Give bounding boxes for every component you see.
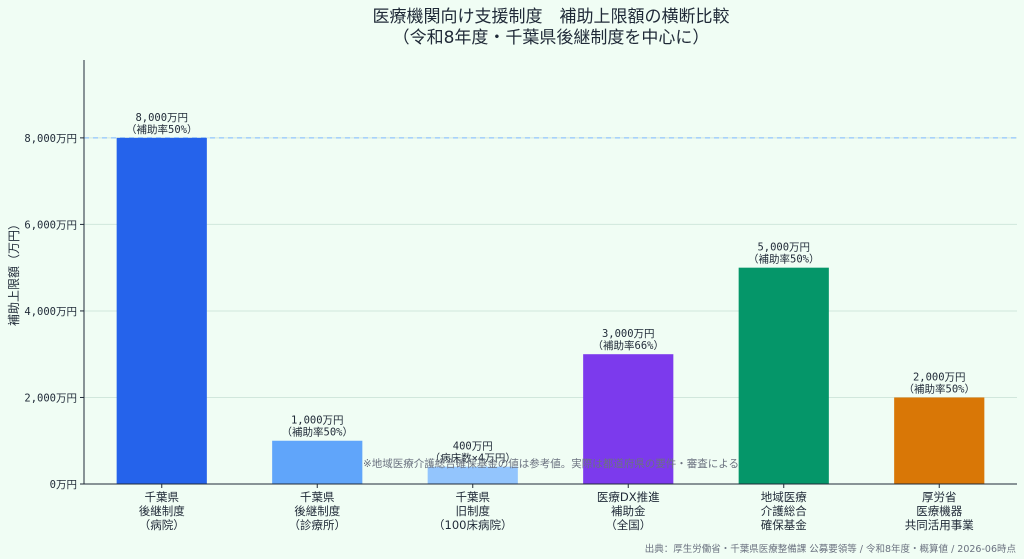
y-axis-label: 補助上限額（万円） xyxy=(7,218,21,326)
x-axis-ticks: 千葉県後継制度（病院）千葉県後継制度（診療所）千葉県旧制度（100床病院）医療D… xyxy=(139,484,974,532)
y-tick-label: 0万円 xyxy=(50,479,77,491)
x-tick-label: 千葉県 xyxy=(300,490,335,504)
x-tick-label: （100床病院） xyxy=(433,518,512,532)
bar-value-labels: 8,000万円（補助率50%）1,000万円（補助率50%）400万円（病床数×… xyxy=(126,112,975,465)
bar-value-label: （補助率50%） xyxy=(748,253,819,266)
x-tick-label: 千葉県 xyxy=(456,490,491,504)
x-tick-label: 医療機器 xyxy=(916,504,962,518)
bar xyxy=(427,466,518,484)
chart-title-line: 医療機関向け支援制度 補助上限額の横断比較 xyxy=(373,7,730,27)
bar-value-label: （補助率50%） xyxy=(126,123,197,136)
bar-value-label: （補助率50%） xyxy=(904,382,975,395)
x-tick-label: 共同活用事業 xyxy=(905,518,974,532)
x-tick-label: 地域医療 xyxy=(761,490,807,504)
bar-value-label: （補助率66%） xyxy=(593,339,664,352)
bar-value-label: （病床数×4万円） xyxy=(430,452,516,465)
bar-value-label: 5,000万円 xyxy=(757,242,810,254)
x-tick-label: 補助金 xyxy=(611,504,646,518)
x-tick-label: 後継制度 xyxy=(139,504,185,518)
chart-title-line: （令和8年度・千葉県後継制度を中心に） xyxy=(393,28,710,48)
x-tick-label: （全国） xyxy=(605,518,651,532)
grid-lines xyxy=(84,137,1017,398)
bar-value-label: 3,000万円 xyxy=(602,328,655,340)
bars xyxy=(116,137,985,484)
y-tick-label: 4,000万円 xyxy=(24,306,77,318)
bar xyxy=(272,440,363,484)
x-tick-label: 千葉県 xyxy=(145,490,180,504)
y-tick-label: 8,000万円 xyxy=(24,133,77,145)
x-tick-label: 介護総合 xyxy=(761,504,807,518)
bar xyxy=(116,137,207,484)
bar-value-label: 1,000万円 xyxy=(291,415,344,427)
x-tick-label: 確保基金 xyxy=(761,518,807,532)
y-tick-label: 2,000万円 xyxy=(24,392,77,404)
x-tick-label: 後継制度 xyxy=(294,504,340,518)
y-tick-label: 6,000万円 xyxy=(24,219,77,231)
source-note: 出典：厚生労働省・千葉県医療整備課 公募要領等 / 令和8年度・概算値 / 20… xyxy=(645,543,1017,555)
bar xyxy=(738,267,829,484)
chart-title: 医療機関向け支援制度 補助上限額の横断比較（令和8年度・千葉県後継制度を中心に） xyxy=(373,7,730,48)
x-tick-label: 旧制度 xyxy=(456,504,491,518)
bar xyxy=(583,354,674,484)
bar-value-label: （補助率50%） xyxy=(282,426,353,439)
bar-value-label: 8,000万円 xyxy=(135,112,188,124)
y-axis-ticks: 0万円 2,000万円 4,000万円 6,000万円 8,000万円 xyxy=(24,133,84,491)
chart-annotation: ※地域医療介護総合確保基金の値は参考値。実際は都道府県の要件・審査による xyxy=(363,457,739,470)
x-tick-label: （病院） xyxy=(139,518,185,532)
bar-value-label: 2,000万円 xyxy=(913,371,966,383)
x-tick-label: 医療DX推進 xyxy=(597,490,660,504)
x-tick-label: （診療所） xyxy=(289,518,347,532)
x-tick-label: 厚労省 xyxy=(922,490,957,504)
bar-value-label: 400万円 xyxy=(453,441,493,453)
bar xyxy=(894,397,985,484)
